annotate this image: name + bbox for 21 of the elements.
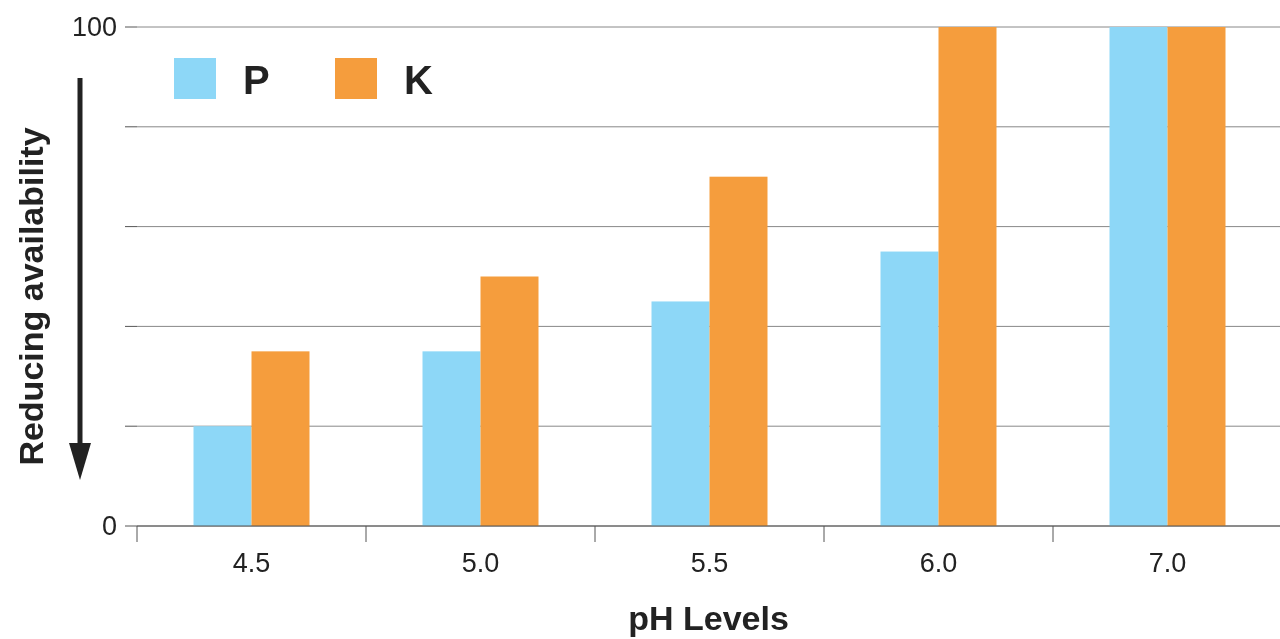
x-tick-label: 5.0 [461, 548, 500, 578]
legend-label: P [243, 58, 270, 102]
x-tick-label: 5.5 [690, 548, 729, 578]
y-axis-title: Reducing availability [12, 127, 50, 466]
bar [709, 176, 768, 526]
bar [480, 276, 539, 526]
y-tick-label: 100 [71, 12, 117, 43]
bar [251, 351, 310, 526]
bar [938, 27, 997, 526]
bar [651, 301, 710, 526]
y-tick-label: 0 [101, 511, 117, 542]
bar [1109, 27, 1168, 526]
bar [422, 351, 481, 526]
x-tick-label: 7.0 [1148, 548, 1187, 578]
bar [1167, 27, 1226, 526]
legend-label: K [404, 58, 433, 102]
x-tick-label: 4.5 [232, 548, 271, 578]
bar [880, 251, 939, 526]
x-axis-title: pH Levels [628, 599, 789, 637]
x-tick-label: 6.0 [919, 548, 958, 578]
bar [193, 426, 252, 526]
